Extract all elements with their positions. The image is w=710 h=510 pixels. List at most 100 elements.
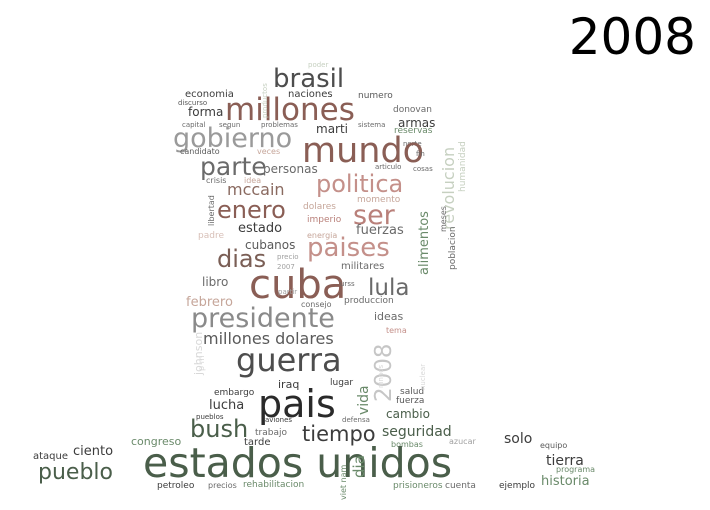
cloud-word: humanidad <box>458 141 468 192</box>
cloud-word: imperio <box>307 215 342 225</box>
cloud-word: fuerzas <box>356 223 404 238</box>
cloud-word: mundo <box>302 131 425 171</box>
cloud-word: productos <box>261 83 269 118</box>
cloud-word: reservas <box>394 126 433 136</box>
cloud-word: economia <box>185 89 234 100</box>
cloud-word: presidente <box>191 303 335 334</box>
cloud-word: solo <box>504 431 533 447</box>
cloud-word: brasil <box>273 64 345 94</box>
cloud-word: urss <box>340 280 355 288</box>
cloud-word: armas <box>398 116 436 130</box>
cloud-word: historia <box>541 474 590 489</box>
cloud-word: consejo <box>301 300 332 309</box>
cloud-word: dolares <box>303 202 336 212</box>
cloud-word: forma <box>188 105 224 119</box>
cloud-word: febrero <box>186 295 233 310</box>
cloud-word: defensa <box>342 416 370 424</box>
cloud-word: viet nam <box>339 464 348 500</box>
cloud-word: vida <box>356 385 372 415</box>
cloud-word: bombas <box>391 440 423 449</box>
cloud-word: cambio <box>386 407 430 421</box>
cloud-word: produccion <box>344 296 394 306</box>
cloud-word: lucha <box>209 398 245 413</box>
cloud-word: alimentos <box>417 211 432 275</box>
cloud-word: capital <box>182 121 206 129</box>
cloud-word: lula <box>368 275 410 301</box>
cloud-word: enero <box>217 196 286 224</box>
cloud-word: seguridad <box>382 424 452 440</box>
cloud-word: guerra <box>236 341 342 379</box>
cloud-word: cosas <box>413 165 433 173</box>
cloud-word: poder <box>308 61 329 69</box>
cloud-word: petroleo <box>157 481 195 491</box>
cloud-word: salud <box>400 387 425 397</box>
cloud-word: fin <box>416 150 425 158</box>
cloud-word: azucar <box>449 437 476 446</box>
cloud-word: militares <box>341 261 385 272</box>
cloud-word: fuerza <box>396 396 425 406</box>
cloud-word: candidato <box>180 147 220 156</box>
cloud-word: cubanos <box>245 238 296 252</box>
cloud-word: padre <box>198 231 224 241</box>
cloud-word: paises <box>307 233 390 263</box>
cloud-word: parte <box>200 152 267 181</box>
cloud-word: 2007 <box>277 263 295 271</box>
cloud-word: crisis <box>206 176 227 185</box>
cloud-word: aviones <box>265 416 293 424</box>
cloud-word: embargo <box>214 388 255 398</box>
cloud-word: libertad <box>207 195 216 226</box>
cloud-word: prisioneros <box>393 481 443 491</box>
cloud-word: discurso <box>178 99 208 107</box>
cloud-word: donovan <box>393 105 432 115</box>
cloud-word: libro <box>202 275 229 289</box>
cloud-word: marti <box>316 122 349 136</box>
cloud-word: veces <box>257 147 281 156</box>
cloud-word: congreso <box>131 435 182 448</box>
cloud-word: iraq <box>278 378 300 391</box>
cloud-word: naciones <box>288 89 333 100</box>
cloud-word: pueblos <box>196 413 224 421</box>
cloud-word: ataque <box>33 451 69 462</box>
cloud-word: nuclear <box>419 363 427 390</box>
cloud-word: norte <box>403 140 422 148</box>
cloud-word: ejemplo <box>499 481 536 491</box>
cloud-word: precios <box>208 481 237 490</box>
cloud-word: ideas <box>374 310 404 323</box>
cloud-word: personas <box>263 162 318 176</box>
cloud-word: partir <box>278 288 298 296</box>
cloud-word: pais <box>258 382 336 426</box>
cloud-word: poblacion <box>448 226 458 270</box>
cloud-word: estado <box>238 221 283 236</box>
cloud-word: precio <box>277 253 299 261</box>
cloud-word: p m <box>197 355 206 371</box>
cloud-word: dias <box>217 245 267 273</box>
cloud-word: dia <box>350 455 368 478</box>
cloud-word: meses <box>439 206 448 232</box>
cloud-word: tiempo <box>302 422 376 446</box>
cloud-word: momento <box>357 195 401 205</box>
cloud-word: pueblo <box>38 460 113 485</box>
cloud-word: gobierno <box>173 123 293 154</box>
cloud-word: estados unidos <box>143 439 453 487</box>
cloud-word: cuba <box>249 262 347 308</box>
cloud-word: programa <box>556 465 596 474</box>
cloud-word: sistema <box>358 121 386 129</box>
cloud-word: bush <box>190 415 249 443</box>
cloud-word: politica <box>316 170 404 198</box>
cloud-word: segun <box>219 121 241 129</box>
cloud-word: trabajo <box>255 428 287 438</box>
cloud-word: millones dolares <box>203 329 334 348</box>
cloud-word: tema <box>386 326 407 335</box>
year-label: 2008 <box>568 8 696 66</box>
cloud-word: tarde <box>244 437 271 448</box>
cloud-word: rehabilitacion <box>243 480 305 490</box>
cloud-word: idea <box>244 176 262 185</box>
cloud-word: numero <box>358 91 393 101</box>
cloud-word: energia <box>307 231 338 240</box>
cloud-word: ser <box>353 200 395 231</box>
cloud-word: problemas <box>261 121 298 129</box>
cloud-word: ciento <box>73 444 114 459</box>
cloud-word: tierra <box>546 453 584 469</box>
cloud-word: ninnos <box>377 364 385 388</box>
